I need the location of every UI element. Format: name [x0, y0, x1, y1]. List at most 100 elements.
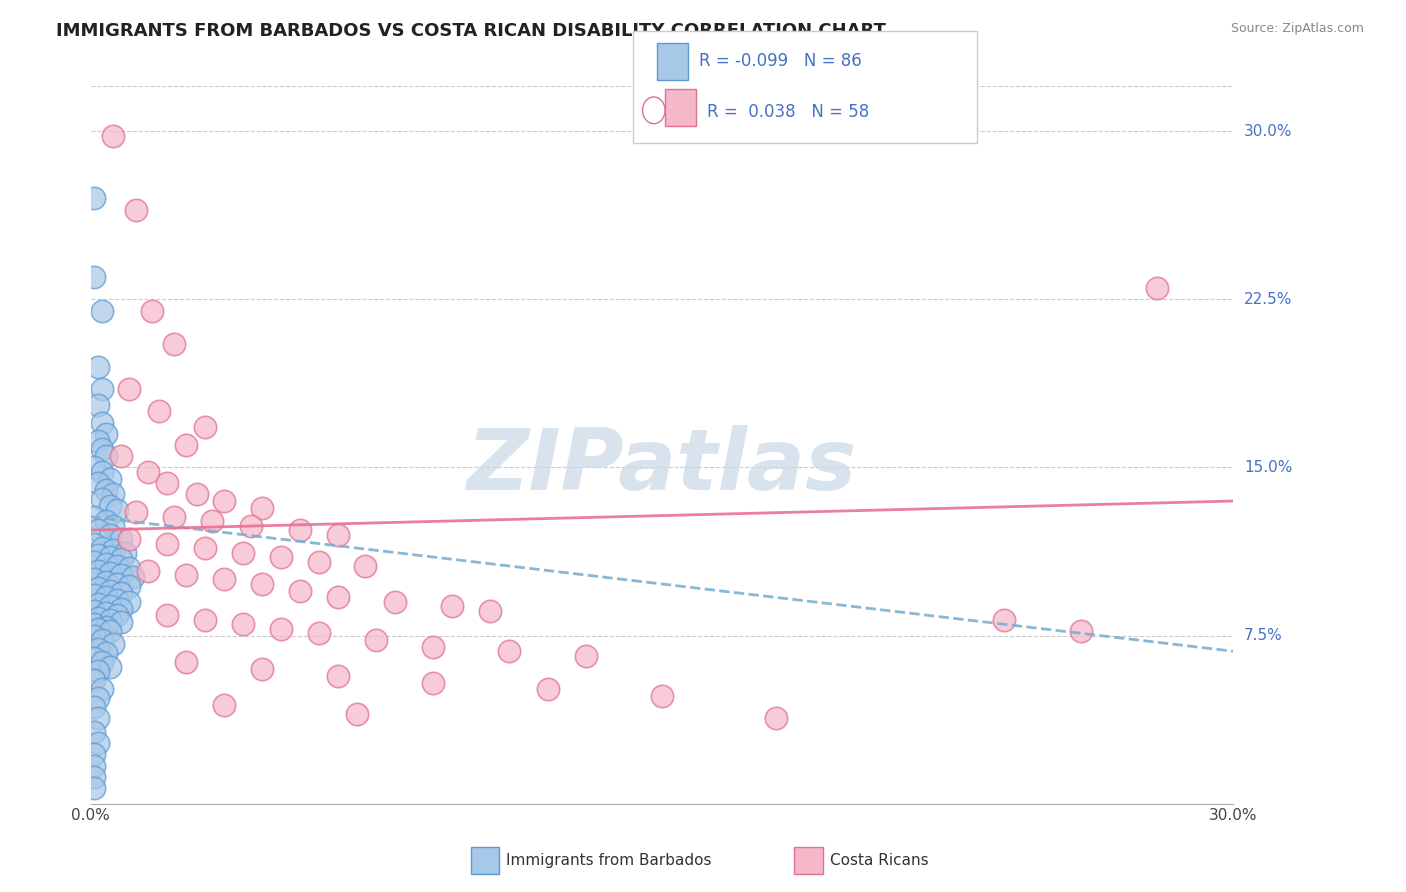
Point: [91, 491, 114, 506]
Point: [114, 545, 136, 559]
Point: [651, 689, 673, 703]
Point: [194, 541, 217, 555]
Point: [98, 660, 121, 674]
Point: [83, 460, 105, 475]
Point: [118, 561, 141, 575]
Point: [105, 503, 128, 517]
Point: [326, 591, 349, 605]
Point: [105, 592, 128, 607]
Point: [87, 642, 110, 657]
Point: [98, 613, 121, 627]
Point: [91, 465, 114, 479]
Point: [201, 514, 224, 528]
Point: [118, 382, 141, 396]
Point: [103, 128, 125, 143]
Point: [110, 552, 132, 566]
Point: [83, 617, 105, 632]
Point: [118, 595, 141, 609]
Point: [98, 550, 121, 565]
Point: [83, 747, 105, 762]
Point: [110, 532, 132, 546]
Point: [94, 647, 117, 661]
Point: [87, 434, 110, 448]
Text: IMMIGRANTS FROM BARBADOS VS COSTA RICAN DISABILITY CORRELATION CHART: IMMIGRANTS FROM BARBADOS VS COSTA RICAN …: [56, 22, 886, 40]
Point: [83, 700, 105, 714]
Point: [94, 426, 117, 441]
Point: [422, 675, 444, 690]
Point: [288, 523, 311, 537]
Point: [87, 610, 110, 624]
Point: [1070, 624, 1092, 638]
Text: 7.5%: 7.5%: [1244, 628, 1282, 643]
Point: [83, 780, 105, 795]
Point: [105, 577, 128, 591]
Point: [83, 269, 105, 284]
Point: [250, 662, 273, 676]
Point: [87, 691, 110, 706]
Point: [239, 518, 262, 533]
Point: [384, 595, 406, 609]
Point: [212, 494, 235, 508]
Point: [156, 608, 179, 623]
Point: [87, 582, 110, 596]
Point: [288, 583, 311, 598]
Point: [212, 573, 235, 587]
Point: [308, 555, 330, 569]
Text: R =  0.038   N = 58: R = 0.038 N = 58: [707, 103, 869, 121]
Text: 15.0%: 15.0%: [1244, 460, 1292, 475]
Point: [103, 487, 125, 501]
Point: [87, 711, 110, 725]
Point: [422, 640, 444, 654]
Point: [87, 597, 110, 611]
Point: [326, 669, 349, 683]
Point: [94, 514, 117, 528]
Text: R = -0.099   N = 86: R = -0.099 N = 86: [699, 52, 862, 70]
Point: [103, 638, 125, 652]
Point: [174, 656, 197, 670]
Point: [87, 548, 110, 562]
Point: [186, 487, 208, 501]
Point: [98, 583, 121, 598]
Point: [98, 599, 121, 614]
Point: [83, 555, 105, 569]
Point: [98, 472, 121, 486]
Text: 22.5%: 22.5%: [1244, 292, 1292, 307]
Point: [141, 303, 163, 318]
Point: [83, 573, 105, 587]
Point: [270, 550, 292, 565]
Point: [174, 568, 197, 582]
Point: [94, 449, 117, 463]
Point: [94, 591, 117, 605]
Point: [993, 613, 1015, 627]
Point: [98, 624, 121, 638]
Point: [87, 359, 110, 374]
Point: [83, 628, 105, 642]
Point: [87, 398, 110, 412]
Point: [98, 566, 121, 580]
Point: [83, 651, 105, 665]
Point: [194, 613, 217, 627]
Point: [91, 303, 114, 318]
Point: [87, 665, 110, 679]
Point: [98, 499, 121, 513]
Point: [118, 532, 141, 546]
Point: [118, 579, 141, 593]
Point: [105, 608, 128, 623]
Point: [83, 758, 105, 772]
Point: [125, 505, 148, 519]
Point: [94, 619, 117, 633]
Text: Source: ZipAtlas.com: Source: ZipAtlas.com: [1230, 22, 1364, 36]
Point: [163, 337, 186, 351]
Point: [98, 527, 121, 541]
Point: [110, 568, 132, 582]
Point: [156, 476, 179, 491]
Point: [83, 725, 105, 739]
Point: [232, 545, 254, 559]
Point: [174, 438, 197, 452]
Point: [83, 604, 105, 618]
Point: [232, 617, 254, 632]
Point: [575, 648, 598, 663]
Point: [441, 599, 464, 614]
Point: [156, 536, 179, 550]
Point: [87, 622, 110, 636]
